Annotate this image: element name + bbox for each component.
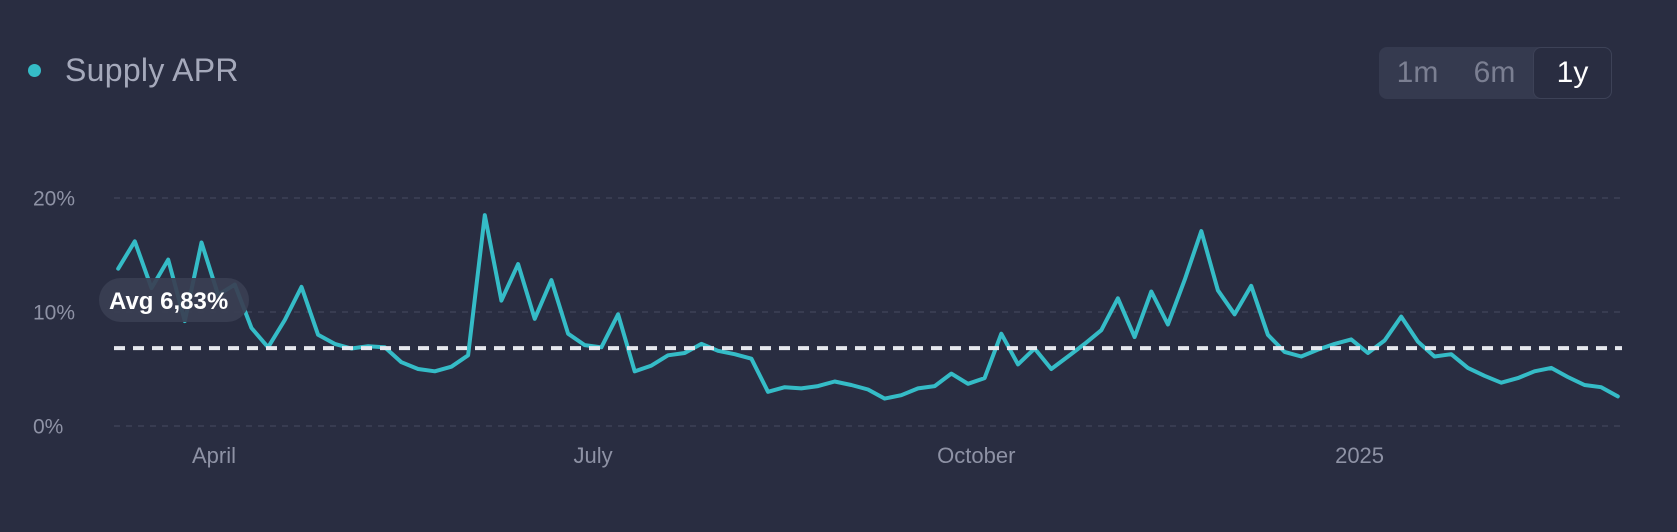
average-label: Avg 6,83% — [109, 288, 228, 315]
y-tick-label: 10% — [33, 302, 75, 325]
y-axis: 20% 10% 0% — [33, 188, 75, 439]
range-6m-button[interactable]: 6m — [1473, 56, 1516, 89]
range-1y-button[interactable]: 1y — [1533, 47, 1612, 99]
range-1m-button[interactable]: 1m — [1396, 56, 1439, 89]
average-badge-background — [99, 278, 249, 322]
x-tick-label: April — [192, 443, 236, 468]
time-range-selector: 1m 6m 1y — [1379, 47, 1612, 99]
y-tick-label: 20% — [33, 188, 75, 211]
y-tick-label: 0% — [33, 416, 63, 439]
x-tick-label: 2025 — [1335, 443, 1384, 468]
x-axis: April July October 2025 — [192, 443, 1384, 468]
x-tick-label: October — [937, 443, 1015, 468]
grid-layer — [114, 197, 1622, 427]
chart-legend: Supply APR — [28, 52, 239, 89]
legend-dot-icon — [28, 64, 41, 77]
x-tick-label: July — [573, 443, 612, 468]
average-badge: Avg 6,83% — [99, 278, 249, 322]
legend-label: Supply APR — [65, 52, 239, 88]
series-line-supply-apr — [116, 213, 1620, 401]
